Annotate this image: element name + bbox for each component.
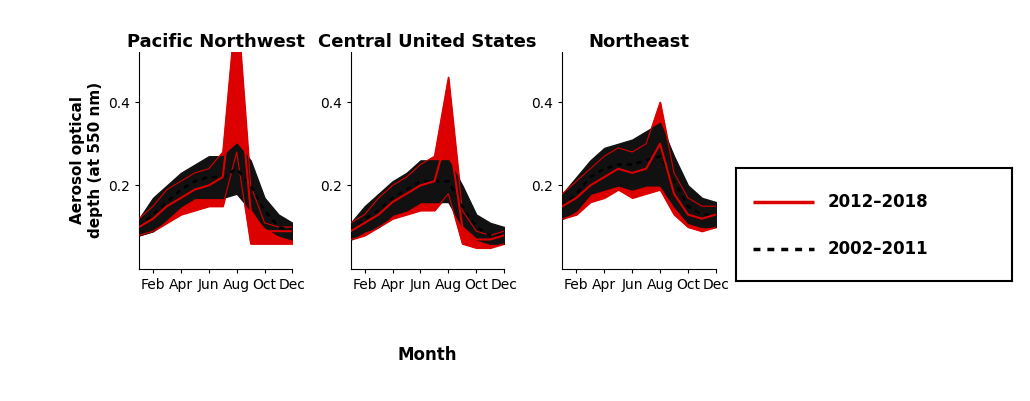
- Text: 2002–2011: 2002–2011: [827, 240, 928, 258]
- Title: Central United States: Central United States: [318, 32, 537, 51]
- Text: Month: Month: [398, 346, 457, 364]
- Text: 2012–2018: 2012–2018: [827, 193, 928, 211]
- Title: Northeast: Northeast: [589, 32, 690, 51]
- Title: Pacific Northwest: Pacific Northwest: [127, 32, 305, 51]
- Y-axis label: Aerosol optical
depth (at 550 nm): Aerosol optical depth (at 550 nm): [70, 82, 103, 239]
